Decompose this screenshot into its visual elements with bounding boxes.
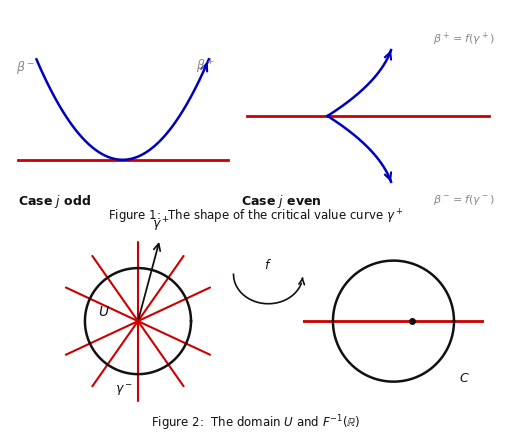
Text: $\gamma^-$: $\gamma^-$ [114, 383, 132, 398]
Text: $U$: $U$ [98, 305, 110, 319]
Text: $C$: $C$ [459, 372, 470, 384]
Text: $\gamma^+$: $\gamma^+$ [152, 216, 170, 234]
Text: $\beta^- = f(\gamma^-)$: $\beta^- = f(\gamma^-)$ [433, 193, 495, 207]
Text: $\beta^+ = f(\gamma^+)$: $\beta^+ = f(\gamma^+)$ [433, 31, 495, 48]
Text: $\beta^+$: $\beta^+$ [196, 58, 215, 76]
Text: $\beta^-$: $\beta^-$ [16, 58, 35, 76]
Text: $f$: $f$ [264, 258, 272, 272]
Text: Case $j$ odd: Case $j$ odd [18, 193, 91, 210]
Text: Figure 1:  The shape of the critical value curve $\gamma^+$: Figure 1: The shape of the critical valu… [108, 207, 403, 226]
Text: Case $j$ even: Case $j$ even [241, 193, 321, 210]
Text: Figure 2:  The domain $U$ and $F^{-1}(\mathbb{R})$: Figure 2: The domain $U$ and $F^{-1}(\ma… [151, 413, 360, 433]
